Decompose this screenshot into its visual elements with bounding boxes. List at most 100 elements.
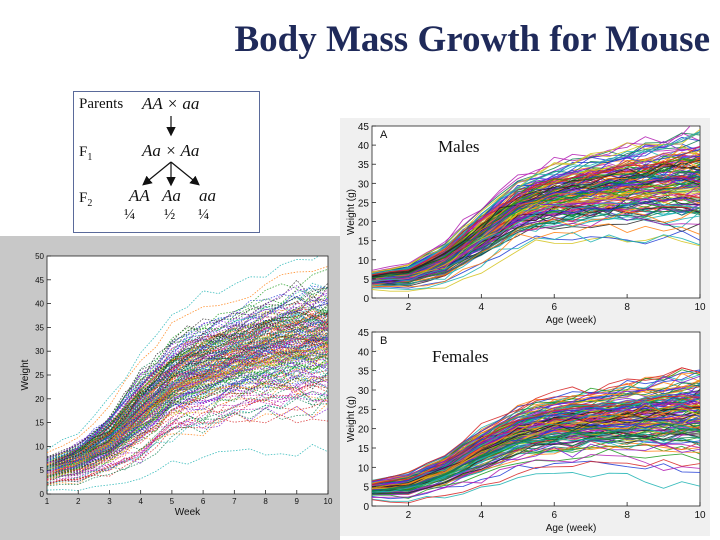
series-line (47, 357, 328, 477)
males-growth-chart: 2 4 6 8 10 0 5 10 15 20 25 30 35 40 45 Age (week) Weight… (340, 118, 710, 328)
y-tick-label: 5 (363, 483, 369, 494)
series-line (47, 326, 328, 470)
series-line (47, 385, 328, 486)
x-axis-label: Age (week) (546, 315, 597, 326)
f1-to-f2-arrow-left (142, 161, 172, 186)
series-line (372, 206, 700, 284)
x-axis-label: Age (week) (546, 523, 597, 534)
series-line (47, 307, 328, 464)
f1-cross: Aa × Aa (142, 141, 200, 160)
series-line (372, 234, 700, 292)
series-line (47, 337, 328, 467)
series-line (47, 375, 328, 479)
series-line (47, 328, 328, 473)
x-axis-label: Week (175, 507, 201, 518)
series-line (47, 353, 328, 479)
series-line (47, 315, 328, 465)
series-line (47, 286, 328, 467)
series-group (372, 367, 700, 504)
y-tick-label: 45 (358, 122, 370, 133)
series-line (47, 333, 328, 467)
series-line (47, 342, 328, 470)
series-line (47, 292, 328, 463)
f2-fraction-3: ¼ (198, 207, 210, 223)
x-tick-label: 8 (624, 302, 630, 313)
series-line (47, 306, 328, 464)
series-line (47, 398, 328, 484)
series-line (47, 369, 328, 477)
series-line (47, 285, 328, 460)
series-line (372, 196, 700, 283)
series-line (372, 177, 700, 280)
y-tick-label: 10 (358, 463, 370, 474)
males-label: Males (438, 137, 480, 156)
series-line (372, 432, 700, 494)
y-tick-label: 30 (35, 347, 44, 356)
series-line (47, 266, 328, 453)
series-line (47, 320, 328, 467)
y-axis-label: Weight (g) (346, 396, 357, 442)
parents-label: Parents (79, 96, 124, 112)
series-line (47, 327, 328, 469)
series-line (47, 362, 328, 474)
series-line (47, 344, 328, 471)
series-line (47, 388, 328, 483)
series-line (47, 299, 328, 462)
f2-genotype-aa-recessive: aa (199, 186, 216, 205)
females-growth-chart: 2 4 6 8 10 0 5 10 15 20 25 30 35 40 45 Age (week) Weight… (340, 326, 710, 536)
series-line (47, 339, 328, 475)
series-line (47, 331, 328, 466)
x-tick-label: 10 (694, 510, 706, 521)
y-tick-label: 25 (35, 371, 44, 380)
y-tick-label: 20 (358, 218, 370, 229)
series-line (372, 459, 700, 504)
females-label: Females (432, 347, 489, 366)
series-line (372, 132, 700, 274)
series-line (47, 309, 328, 466)
series-line (372, 407, 700, 489)
f1-label: F1 (79, 144, 93, 163)
series-line (47, 347, 328, 472)
series-group (47, 256, 328, 491)
x-tick-label: 10 (694, 302, 706, 313)
series-line (47, 384, 328, 481)
series-line (47, 379, 328, 478)
series-line (372, 158, 700, 278)
y-tick-label: 30 (358, 179, 370, 190)
y-tick-label: 5 (363, 275, 369, 286)
x-tick-label: 8 (624, 510, 630, 521)
series-line (372, 230, 700, 289)
series-line (372, 176, 700, 277)
y-tick-label: 40 (358, 141, 370, 152)
series-line (372, 204, 700, 286)
f2-genotype-aa-hetero: Aa (162, 186, 181, 205)
x-tick-label: 8 (263, 497, 268, 506)
series-line (47, 332, 328, 473)
combined-growth-chart: 1 2 3 4 5 6 7 8 9 1005101520253035404550WeekWeigh… (0, 236, 340, 540)
series-line (47, 300, 328, 464)
f2-genotype-aa-dominant: AA (129, 186, 150, 205)
series-line (47, 305, 328, 464)
series-line (47, 323, 328, 469)
series-group (372, 126, 700, 292)
series-line (372, 183, 700, 283)
y-tick-label: 40 (35, 300, 44, 309)
y-tick-label: 45 (358, 328, 370, 339)
y-tick-label: 35 (35, 323, 44, 332)
x-tick-label: 3 (107, 497, 112, 506)
y-tick-label: 40 (358, 347, 370, 358)
series-line (372, 375, 700, 483)
series-line (47, 312, 328, 458)
series-line (372, 400, 700, 489)
series-line (47, 337, 328, 475)
series-line (372, 131, 700, 275)
y-tick-label: 0 (40, 490, 45, 499)
series-line (47, 335, 328, 469)
genetic-cross-diagram: Parents AA × aa F1 Aa × Aa F2 AA Aa aa ¼… (73, 91, 260, 233)
series-line (47, 360, 328, 477)
series-line (47, 365, 328, 471)
y-axis-label: Weight (20, 359, 31, 390)
series-line (47, 369, 328, 477)
series-line (47, 362, 328, 477)
series-line (372, 197, 700, 283)
